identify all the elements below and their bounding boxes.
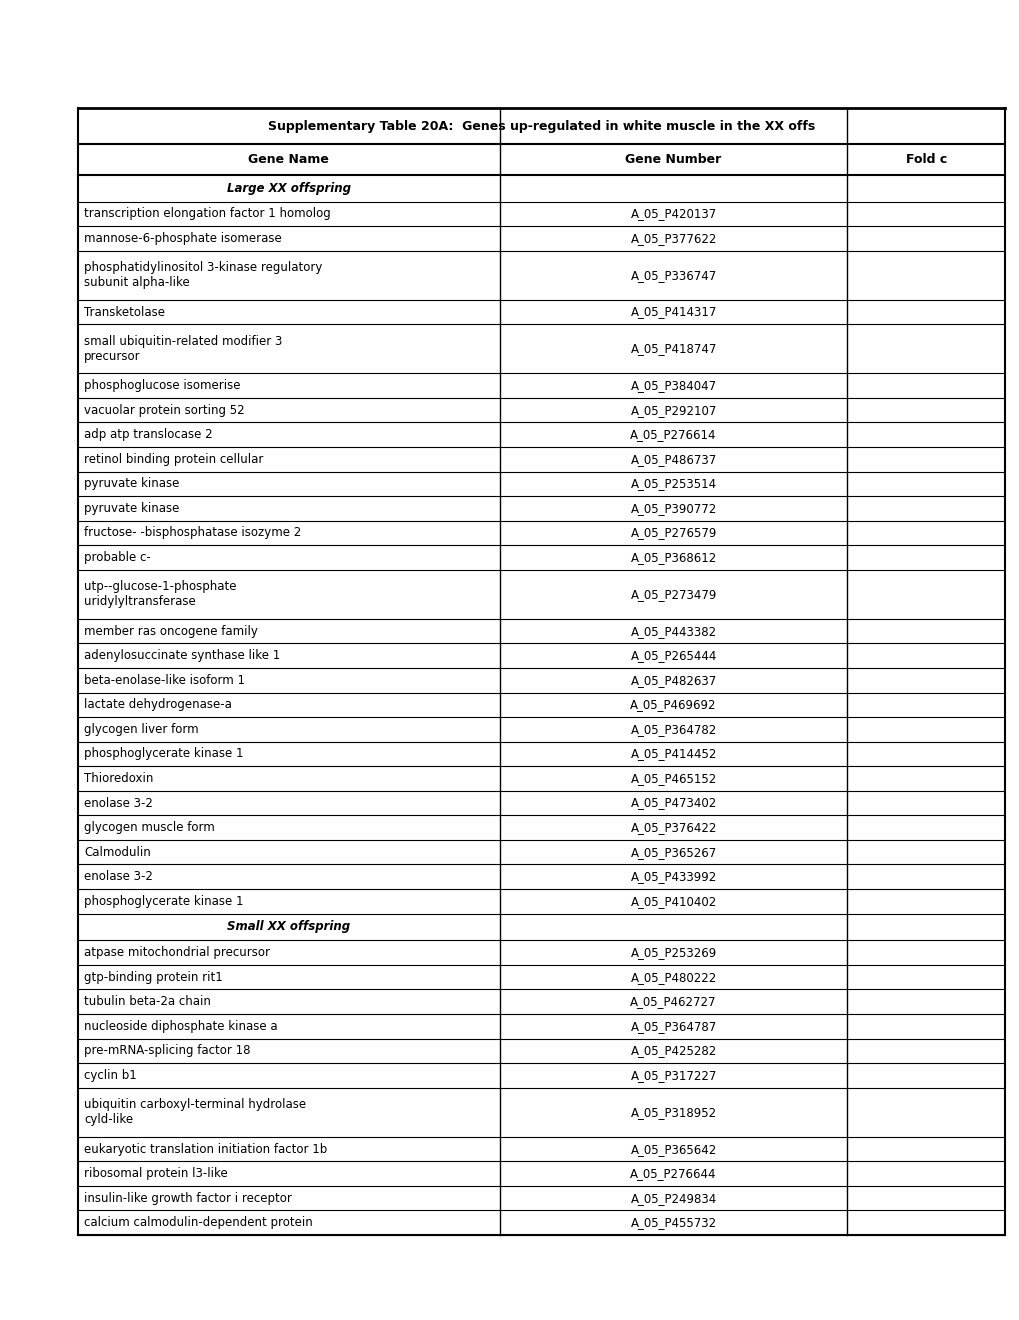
Text: mannose-6-phosphate isomerase: mannose-6-phosphate isomerase xyxy=(84,232,281,244)
Text: A_05_P465152: A_05_P465152 xyxy=(630,772,716,785)
Text: retinol binding protein cellular: retinol binding protein cellular xyxy=(84,453,263,466)
Text: lactate dehydrogenase-a: lactate dehydrogenase-a xyxy=(84,698,231,711)
Text: Calmodulin: Calmodulin xyxy=(84,846,151,858)
Text: glycogen liver form: glycogen liver form xyxy=(84,723,199,735)
Text: A_05_P462727: A_05_P462727 xyxy=(630,995,716,1008)
Text: A_05_P365642: A_05_P365642 xyxy=(630,1143,716,1155)
Text: Transketolase: Transketolase xyxy=(84,305,165,318)
Text: ubiquitin carboxyl-terminal hydrolase
cyld-like: ubiquitin carboxyl-terminal hydrolase cy… xyxy=(84,1098,306,1126)
Text: member ras oncogene family: member ras oncogene family xyxy=(84,624,258,638)
Text: beta-enolase-like isoform 1: beta-enolase-like isoform 1 xyxy=(84,673,245,686)
Text: Fold c: Fold c xyxy=(905,153,946,166)
Text: A_05_P420137: A_05_P420137 xyxy=(630,207,716,220)
Text: A_05_P253269: A_05_P253269 xyxy=(630,946,716,960)
Text: A_05_P433992: A_05_P433992 xyxy=(630,870,716,883)
Text: Thioredoxin: Thioredoxin xyxy=(84,772,153,785)
Text: A_05_P276614: A_05_P276614 xyxy=(630,428,716,441)
Text: A_05_P425282: A_05_P425282 xyxy=(630,1044,716,1057)
Text: ribosomal protein l3-like: ribosomal protein l3-like xyxy=(84,1167,227,1180)
Text: A_05_P364787: A_05_P364787 xyxy=(630,1020,716,1032)
Text: A_05_P469692: A_05_P469692 xyxy=(630,698,716,711)
Text: pyruvate kinase: pyruvate kinase xyxy=(84,502,179,515)
Text: pre-mRNA-splicing factor 18: pre-mRNA-splicing factor 18 xyxy=(84,1044,251,1057)
Text: A_05_P365267: A_05_P365267 xyxy=(630,846,716,858)
Text: eukaryotic translation initiation factor 1b: eukaryotic translation initiation factor… xyxy=(84,1143,327,1155)
Text: Gene Name: Gene Name xyxy=(249,153,329,166)
Text: pyruvate kinase: pyruvate kinase xyxy=(84,478,179,490)
Text: A_05_P273479: A_05_P273479 xyxy=(630,587,716,601)
Text: Supplementary Table 20A:  Genes up-regulated in white muscle in the XX offs: Supplementary Table 20A: Genes up-regula… xyxy=(268,120,814,132)
Text: A_05_P265444: A_05_P265444 xyxy=(630,649,716,663)
Text: utp--glucose-1-phosphate
uridylyltransferase: utp--glucose-1-phosphate uridylyltransfe… xyxy=(84,581,236,609)
Text: small ubiquitin-related modifier 3
precursor: small ubiquitin-related modifier 3 precu… xyxy=(84,335,282,363)
Text: A_05_P253514: A_05_P253514 xyxy=(630,478,716,490)
Text: phosphoglucose isomerise: phosphoglucose isomerise xyxy=(84,379,240,392)
Text: enolase 3-2: enolase 3-2 xyxy=(84,870,153,883)
Text: enolase 3-2: enolase 3-2 xyxy=(84,796,153,809)
Text: A_05_P368612: A_05_P368612 xyxy=(630,550,716,564)
Text: atpase mitochondrial precursor: atpase mitochondrial precursor xyxy=(84,946,270,960)
Text: A_05_P473402: A_05_P473402 xyxy=(630,796,716,809)
Text: probable c-: probable c- xyxy=(84,550,151,564)
Text: A_05_P292107: A_05_P292107 xyxy=(630,404,716,417)
Text: phosphoglycerate kinase 1: phosphoglycerate kinase 1 xyxy=(84,895,244,908)
Text: A_05_P482637: A_05_P482637 xyxy=(630,673,716,686)
Text: calcium calmodulin-dependent protein: calcium calmodulin-dependent protein xyxy=(84,1216,313,1229)
Text: A_05_P276644: A_05_P276644 xyxy=(630,1167,716,1180)
Text: A_05_P317227: A_05_P317227 xyxy=(630,1069,716,1082)
Text: adenylosuccinate synthase like 1: adenylosuccinate synthase like 1 xyxy=(84,649,280,663)
Text: A_05_P384047: A_05_P384047 xyxy=(630,379,716,392)
Text: transcription elongation factor 1 homolog: transcription elongation factor 1 homolo… xyxy=(84,207,330,220)
Text: A_05_P443382: A_05_P443382 xyxy=(630,624,716,638)
Text: Gene Number: Gene Number xyxy=(625,153,721,166)
Text: nucleoside diphosphate kinase a: nucleoside diphosphate kinase a xyxy=(84,1020,277,1032)
Text: phosphoglycerate kinase 1: phosphoglycerate kinase 1 xyxy=(84,747,244,760)
Text: insulin-like growth factor i receptor: insulin-like growth factor i receptor xyxy=(84,1192,291,1205)
Text: fructose- -bisphosphatase isozyme 2: fructose- -bisphosphatase isozyme 2 xyxy=(84,527,301,540)
Text: cyclin b1: cyclin b1 xyxy=(84,1069,137,1082)
Text: A_05_P376422: A_05_P376422 xyxy=(630,821,716,834)
Text: A_05_P410402: A_05_P410402 xyxy=(630,895,716,908)
Text: Small XX offspring: Small XX offspring xyxy=(227,920,351,933)
Text: A_05_P414452: A_05_P414452 xyxy=(630,747,716,760)
Text: A_05_P486737: A_05_P486737 xyxy=(630,453,716,466)
Text: phosphatidylinositol 3-kinase regulatory
subunit alpha-like: phosphatidylinositol 3-kinase regulatory… xyxy=(84,261,322,289)
Text: A_05_P455732: A_05_P455732 xyxy=(630,1216,716,1229)
Text: gtp-binding protein rit1: gtp-binding protein rit1 xyxy=(84,970,222,983)
Text: vacuolar protein sorting 52: vacuolar protein sorting 52 xyxy=(84,404,245,417)
Text: A_05_P390772: A_05_P390772 xyxy=(630,502,716,515)
Text: A_05_P249834: A_05_P249834 xyxy=(630,1192,716,1205)
Text: A_05_P418747: A_05_P418747 xyxy=(630,342,716,355)
Text: A_05_P364782: A_05_P364782 xyxy=(630,723,716,735)
Text: tubulin beta-2a chain: tubulin beta-2a chain xyxy=(84,995,211,1008)
Text: A_05_P414317: A_05_P414317 xyxy=(630,305,716,318)
Text: adp atp translocase 2: adp atp translocase 2 xyxy=(84,428,212,441)
Text: Large XX offspring: Large XX offspring xyxy=(226,182,351,194)
Text: A_05_P336747: A_05_P336747 xyxy=(630,269,716,281)
Text: A_05_P480222: A_05_P480222 xyxy=(630,970,716,983)
Text: A_05_P318952: A_05_P318952 xyxy=(630,1106,716,1119)
Text: glycogen muscle form: glycogen muscle form xyxy=(84,821,215,834)
Text: A_05_P276579: A_05_P276579 xyxy=(630,527,716,540)
Text: A_05_P377622: A_05_P377622 xyxy=(630,232,716,244)
